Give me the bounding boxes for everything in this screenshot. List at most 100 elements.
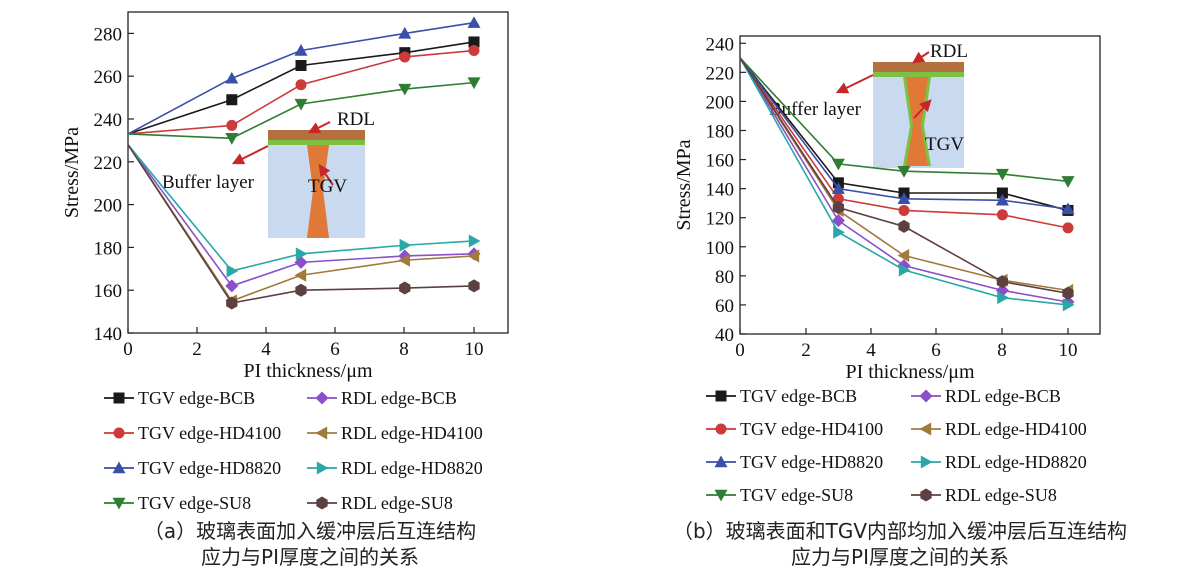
legend-label: RDL edge-HD4100 bbox=[945, 419, 1087, 439]
y-tick-label: 240 bbox=[706, 34, 735, 55]
data-point bbox=[467, 16, 481, 28]
legend-label: TGV edge-HD8820 bbox=[740, 452, 883, 472]
legend-label: TGV edge-BCB bbox=[138, 388, 255, 408]
caption-a: （a）玻璃表面加入缓冲层后互连结构 应力与PI厚度之间的关系 bbox=[80, 518, 540, 570]
series-rdl-edge-su8 bbox=[739, 57, 1074, 300]
series-tgv-edge-su8 bbox=[739, 57, 1075, 188]
data-point bbox=[295, 60, 307, 71]
legend-item: TGV edge-BCB bbox=[104, 388, 255, 408]
inset-buffer-label: Buffer layer bbox=[162, 172, 255, 193]
data-point bbox=[898, 219, 910, 233]
data-point bbox=[996, 187, 1008, 199]
data-point bbox=[226, 296, 238, 310]
x-tick-label: 4 bbox=[261, 339, 271, 360]
y-tick-label: 160 bbox=[706, 151, 735, 172]
series-tgv-edge-hd4100 bbox=[127, 45, 480, 135]
legend-item: RDL edge-HD8820 bbox=[911, 452, 1087, 472]
rdl-arrow bbox=[912, 51, 930, 64]
data-point bbox=[897, 192, 911, 205]
x-tick-label: 6 bbox=[931, 340, 941, 361]
x-tick-label: 0 bbox=[735, 340, 745, 361]
data-point bbox=[468, 234, 481, 248]
data-point bbox=[468, 45, 480, 57]
data-point bbox=[898, 204, 910, 216]
y-tick-label: 180 bbox=[706, 121, 735, 142]
caption-b-line1: （b）玻璃表面和TGV内部均加入缓冲层后互连结构 bbox=[672, 519, 1128, 543]
data-point bbox=[833, 225, 845, 239]
legend-label: RDL edge-SU8 bbox=[341, 493, 453, 513]
legend-item: TGV edge-HD4100 bbox=[706, 419, 883, 439]
legend-marker bbox=[714, 489, 728, 502]
legend-item: TGV edge-BCB bbox=[706, 386, 857, 406]
legend-item: RDL edge-BCB bbox=[911, 386, 1061, 406]
legend-label: RDL edge-SU8 bbox=[945, 485, 1057, 505]
legend-marker bbox=[714, 455, 728, 468]
y-tick-label: 140 bbox=[94, 324, 123, 345]
legend-item: RDL edge-SU8 bbox=[911, 485, 1057, 505]
legend-marker bbox=[315, 391, 329, 405]
x-tick-label: 10 bbox=[1059, 340, 1078, 361]
x-axis-label: PI thickness/μm bbox=[243, 360, 372, 382]
legend-marker bbox=[316, 496, 328, 510]
series-rdl-edge-hd8820 bbox=[739, 57, 1075, 312]
x-tick-label: 6 bbox=[330, 339, 340, 360]
legend-label: RDL edge-BCB bbox=[945, 386, 1061, 406]
y-tick-label: 220 bbox=[94, 153, 123, 174]
tgv-via bbox=[906, 77, 928, 166]
y-tick-label: 280 bbox=[94, 24, 123, 45]
x-tick-label: 10 bbox=[465, 339, 484, 360]
y-tick-label: 100 bbox=[706, 238, 735, 259]
x-axis-label: PI thickness/μm bbox=[845, 361, 974, 383]
legend-label: TGV edge-SU8 bbox=[740, 485, 853, 505]
tgv-arrow bbox=[318, 164, 334, 186]
y-tick-label: 120 bbox=[706, 209, 735, 230]
legend-item: TGV edge-HD8820 bbox=[706, 452, 883, 472]
inset-rdl-label: RDL bbox=[930, 41, 968, 62]
legend-marker bbox=[715, 423, 727, 435]
data-point bbox=[398, 253, 410, 267]
data-point bbox=[996, 275, 1009, 289]
x-tick-label: 2 bbox=[801, 340, 811, 361]
legend: TGV edge-BCB RDL edge-BCB TGV edge-HD4100 R… bbox=[706, 386, 1087, 505]
rdl-layer bbox=[873, 62, 964, 72]
legend-marker bbox=[715, 390, 727, 402]
data-point bbox=[225, 133, 239, 145]
y-tick-label: 240 bbox=[94, 110, 123, 131]
legend-marker bbox=[315, 426, 328, 440]
series-tgv-edge-hd8820 bbox=[127, 16, 481, 135]
series-rdl-edge-hd8820 bbox=[127, 144, 481, 278]
data-point bbox=[226, 119, 238, 131]
data-point bbox=[399, 238, 412, 252]
legend-marker bbox=[112, 497, 126, 510]
legend-label: RDL edge-HD8820 bbox=[945, 452, 1087, 472]
y-axis-label: Stress/MPa bbox=[673, 139, 695, 230]
x-tick-label: 0 bbox=[123, 339, 133, 360]
data-point bbox=[996, 209, 1008, 221]
buffer-layer bbox=[268, 140, 365, 145]
inset-rdl-label: RDL bbox=[337, 109, 375, 130]
data-point bbox=[467, 77, 481, 90]
x-tick-label: 8 bbox=[399, 339, 409, 360]
legend-marker bbox=[316, 461, 329, 475]
data-point bbox=[295, 247, 308, 261]
y-tick-label: 160 bbox=[94, 281, 123, 302]
data-point bbox=[1061, 202, 1075, 215]
legend-marker bbox=[112, 461, 126, 474]
data-point bbox=[995, 168, 1009, 181]
data-point bbox=[1061, 176, 1075, 188]
data-point bbox=[468, 36, 480, 48]
data-point bbox=[897, 165, 911, 178]
legend-label: RDL edge-HD4100 bbox=[341, 423, 483, 443]
data-point bbox=[1062, 222, 1074, 234]
legend-label: TGV edge-BCB bbox=[740, 386, 857, 406]
legend-item: TGV edge-HD8820 bbox=[104, 458, 281, 478]
data-point bbox=[295, 283, 307, 297]
caption-b: （b）玻璃表面和TGV内部均加入缓冲层后互连结构 应力与PI厚度之间的关系 bbox=[600, 518, 1200, 570]
legend-marker bbox=[113, 427, 125, 439]
data-point bbox=[997, 291, 1009, 305]
buffer-arrow bbox=[231, 145, 269, 165]
legend-label: RDL edge-HD8820 bbox=[341, 458, 483, 478]
data-point bbox=[897, 249, 910, 263]
buffer-layer bbox=[873, 72, 964, 77]
